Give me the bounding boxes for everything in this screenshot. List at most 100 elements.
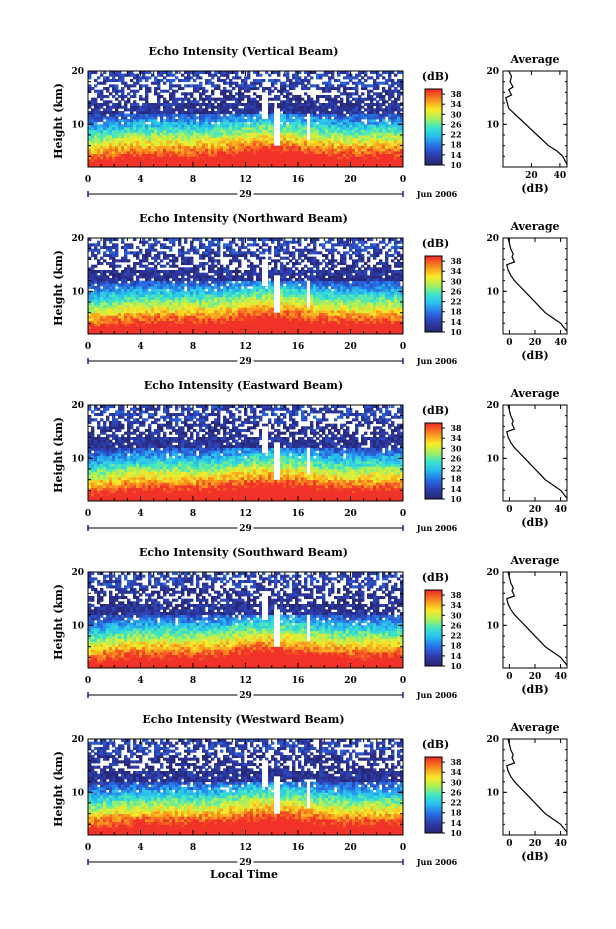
heatmap-cell [256, 81, 260, 85]
heatmap-cell [328, 84, 332, 88]
heatmap-cell [361, 100, 365, 104]
heatmap-cell [157, 132, 161, 136]
heatmap-cell [106, 127, 110, 131]
colorbar-step [425, 159, 442, 162]
heatmap-cell [325, 108, 329, 112]
heatmap-cell [319, 140, 323, 144]
heatmap-cell [154, 280, 158, 284]
heatmap-cell [235, 121, 239, 125]
heatmap-cell [388, 143, 392, 147]
profile-x-label: (dB) [521, 182, 548, 195]
heatmap-cell [283, 145, 287, 149]
heatmap-cell [217, 71, 221, 75]
heatmap-cell [109, 326, 113, 330]
heatmap-cell [139, 283, 143, 287]
heatmap-cell [232, 254, 236, 258]
heatmap-cell [181, 111, 185, 115]
heatmap-cell [238, 116, 242, 120]
heatmap-cell [250, 143, 254, 147]
heatmap-cell [133, 272, 137, 276]
heatmap-cell [229, 299, 233, 303]
heatmap-cell [247, 100, 251, 104]
heatmap-cell [130, 320, 134, 324]
heatmap-cell [268, 140, 272, 144]
heatmap-cell [268, 153, 272, 157]
heatmap-cell [121, 81, 125, 85]
heatmap-cell [208, 159, 212, 163]
heatmap-cell [103, 129, 107, 133]
heatmap-cell [361, 76, 365, 80]
heatmap-cell [184, 323, 188, 327]
heatmap-cell [187, 137, 191, 141]
heatmap-cell [139, 116, 143, 120]
heatmap-cell [367, 159, 371, 163]
heatmap-cell [295, 129, 299, 133]
heatmap-cell [382, 113, 386, 117]
heatmap-cell [373, 81, 377, 85]
heatmap-cell [175, 148, 179, 152]
heatmap-cell [184, 105, 188, 109]
heatmap-cell [139, 310, 143, 314]
heatmap-cell [295, 73, 299, 77]
heatmap-cell [391, 156, 395, 160]
heatmap-cell [358, 81, 362, 85]
heatmap-cell [127, 275, 131, 279]
heatmap-cell [211, 92, 215, 96]
heatmap-cell [283, 95, 287, 99]
heatmap-cell [316, 105, 320, 109]
heatmap-cell [94, 302, 98, 306]
heatmap-cell [139, 296, 143, 300]
heatmap-cell [202, 89, 206, 93]
heatmap-cell [202, 100, 206, 104]
heatmap-cell [364, 135, 368, 139]
colorbar-step [425, 119, 442, 122]
heatmap-cell [190, 92, 194, 96]
heatmap-cell [163, 320, 167, 324]
heatmap-cell [295, 145, 299, 149]
heatmap-cell [172, 145, 176, 149]
heatmap-cell [97, 111, 101, 115]
heatmap-cell [100, 73, 104, 77]
heatmap-cell [142, 137, 146, 141]
heatmap-cell [301, 156, 305, 160]
heatmap-cell [184, 103, 188, 107]
heatmap-cell [199, 151, 203, 155]
heatmap-cell [223, 331, 227, 335]
heatmap-cell [169, 326, 173, 330]
heatmap-cell [103, 145, 107, 149]
heatmap-cell [208, 113, 212, 117]
heatmap-cell [394, 108, 398, 112]
heatmap-cell [214, 100, 218, 104]
heatmap-cell [184, 294, 188, 298]
heatmap-cell [220, 108, 224, 112]
heatmap-cell [94, 89, 98, 93]
heatmap-cell [202, 307, 206, 311]
heatmap-cell [259, 127, 263, 131]
heatmap-cell [187, 127, 191, 131]
heatmap-cell [268, 97, 272, 101]
heatmap-cell [184, 132, 188, 136]
heatmap-cell [223, 294, 227, 298]
heatmap-cell [250, 294, 254, 298]
heatmap-cell [127, 124, 131, 128]
heatmap-cell [124, 267, 128, 271]
heatmap-cell [145, 153, 149, 157]
heatmap-cell [112, 121, 116, 125]
heatmap-cell [100, 307, 104, 311]
heatmap-cell [157, 95, 161, 99]
heatmap-cell [220, 302, 224, 306]
heatmap-cell [385, 124, 389, 128]
heatmap-cell [244, 132, 248, 136]
heatmap-cell [292, 145, 296, 149]
heatmap-cell [172, 278, 176, 282]
heatmap-cell [379, 161, 383, 165]
heatmap-cell [205, 328, 209, 332]
heatmap-cell [175, 108, 179, 112]
heatmap-cell [280, 161, 284, 165]
heatmap-cell [151, 302, 155, 306]
heatmap-cell [187, 164, 191, 168]
heatmap-cell [373, 92, 377, 96]
heatmap-cell [250, 283, 254, 287]
heatmap-cell [319, 116, 323, 120]
heatmap-cell [295, 84, 299, 88]
